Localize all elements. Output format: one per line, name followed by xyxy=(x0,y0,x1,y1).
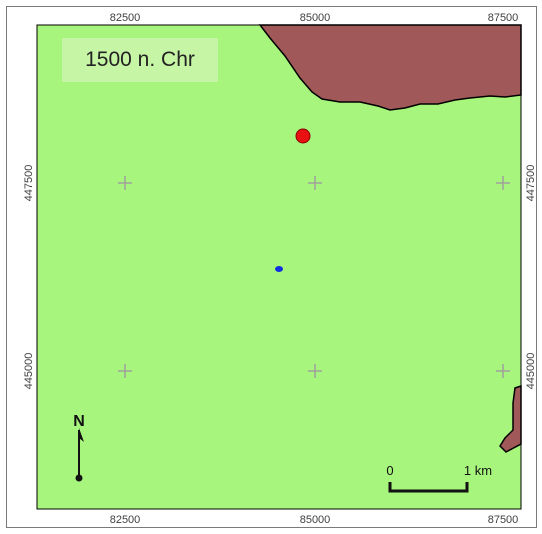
scale-bar-line xyxy=(388,482,469,493)
x-tick-top-82500: 82500 xyxy=(110,12,141,24)
north-arrow-head-icon xyxy=(79,428,84,442)
grid-crosses xyxy=(118,176,510,378)
y-tick-right-445000: 445000 xyxy=(525,353,537,390)
water-body-north xyxy=(258,24,522,111)
grid-cross xyxy=(118,176,132,190)
x-tick-bottom-85000: 85000 xyxy=(300,514,331,526)
map-title: 1500 n. Chr xyxy=(85,48,195,71)
grid-cross xyxy=(308,176,322,190)
north-arrow-base xyxy=(75,474,83,482)
grid-cross xyxy=(308,364,322,378)
red-point-marker[interactable] xyxy=(295,128,311,144)
north-arrow-label: N xyxy=(73,413,85,430)
x-tick-top-87500: 87500 xyxy=(488,12,519,24)
grid-cross xyxy=(118,364,132,378)
x-tick-top-85000: 85000 xyxy=(300,12,331,24)
scale-bar-end-label: 1 km xyxy=(464,463,492,478)
y-tick-right-447500: 447500 xyxy=(525,165,537,202)
y-tick-left-445000: 445000 xyxy=(23,353,35,390)
x-tick-bottom-82500: 82500 xyxy=(110,514,141,526)
blue-point-marker[interactable] xyxy=(275,266,283,272)
north-arrow: N xyxy=(73,413,85,482)
scale-bar-start-label: 0 xyxy=(386,463,393,478)
y-tick-left-447500: 447500 xyxy=(23,165,35,202)
water-body-east xyxy=(499,384,522,453)
grid-cross xyxy=(496,176,510,190)
x-tick-bottom-87500: 87500 xyxy=(488,514,519,526)
grid-cross xyxy=(496,364,510,378)
scale-bar: 0 1 km xyxy=(386,463,492,493)
map-title-box: 1500 n. Chr xyxy=(62,38,218,82)
